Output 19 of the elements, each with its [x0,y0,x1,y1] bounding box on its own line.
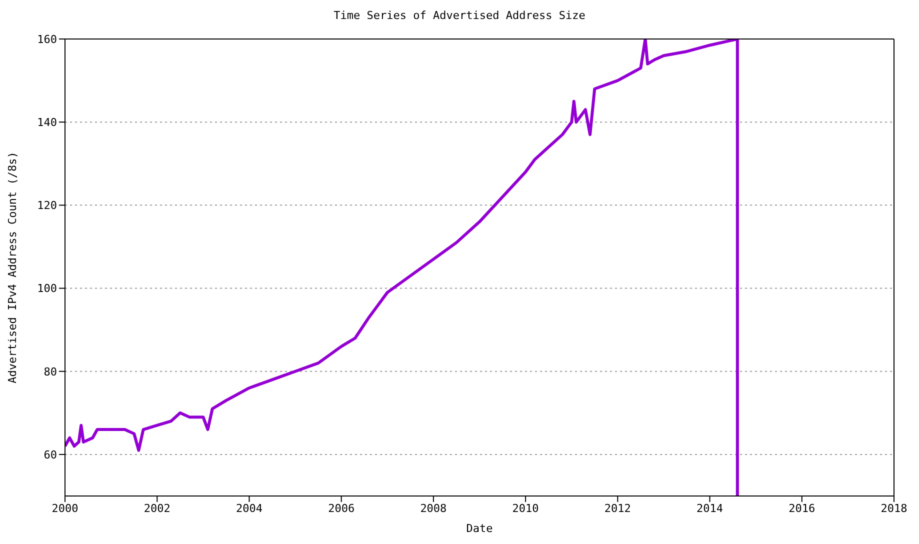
x-tick-label: 2002 [144,502,170,515]
y-tick-label: 120 [37,199,57,212]
x-tick-label: 2018 [880,502,908,515]
y-tick-label: 160 [37,32,57,46]
x-tick-label: 2004 [236,502,263,515]
y-axis-title: Advertised IPv4 Address Count (/8s) [6,152,19,384]
x-tick-label: 2012 [604,502,631,515]
y-tick-label: 80 [44,365,57,378]
y-tick-label: 100 [37,282,57,296]
y-tick-label: 140 [37,116,57,129]
x-tick-label: 2006 [328,502,355,515]
chart-title: Time Series of Advertised Address Size [332,8,586,24]
x-tick-label: 2014 [696,502,724,515]
x-tick-label: 2008 [420,502,447,515]
x-tick-label: 2010 [512,502,539,515]
x-tick-label: 2016 [788,502,816,515]
y-tick-label: 60 [44,448,57,462]
x-tick-label: 2000 [52,502,78,515]
x-axis-title: Date [466,522,493,535]
